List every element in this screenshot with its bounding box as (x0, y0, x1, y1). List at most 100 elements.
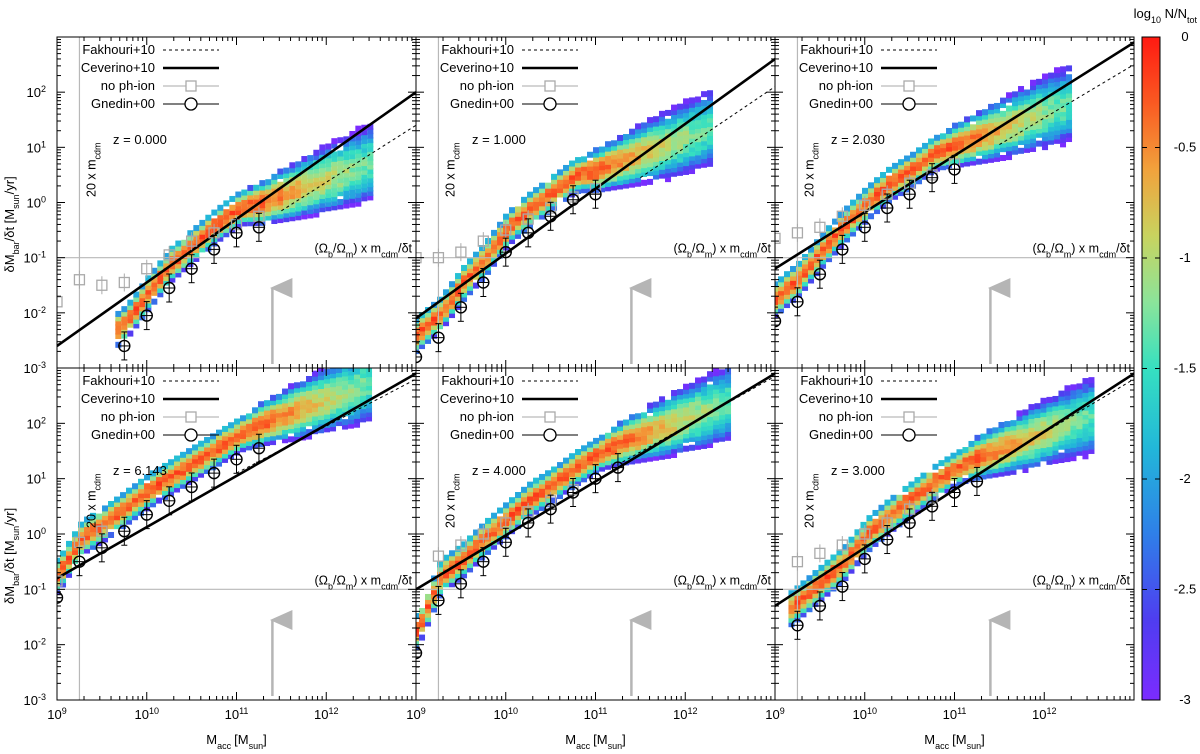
heatmap-cell (342, 388, 349, 395)
heatmap-cell (258, 432, 265, 439)
heatmap-cell (902, 494, 909, 501)
heatmap-cell (60, 581, 67, 588)
heatmap-cell (982, 135, 989, 142)
heatmap-cell (337, 190, 344, 197)
heatmap-cell (1054, 120, 1061, 127)
heatmap-cell (234, 418, 241, 425)
heatmap-cell (641, 438, 648, 445)
heatmap-cell (342, 423, 349, 430)
heatmap-cell (521, 196, 528, 203)
heatmap-cell (312, 406, 319, 413)
heatmap-cell (599, 164, 606, 171)
heatmap-cell (922, 156, 929, 163)
heatmap-cell (1018, 94, 1025, 101)
heatmap-cell (683, 414, 690, 421)
heatmap-cell (336, 384, 343, 391)
heatmap-cell (539, 187, 546, 194)
heatmap-cell (331, 164, 338, 171)
heatmap-cell (1036, 122, 1043, 129)
heatmap-cell (988, 148, 995, 155)
heatmap-cell (844, 232, 851, 239)
heatmap-cell (968, 440, 975, 447)
heatmap-cell (66, 545, 73, 552)
heatmap-cell (461, 545, 468, 552)
heatmap-cell (120, 505, 127, 512)
heatmap-cell (1058, 439, 1065, 446)
heatmap-cell (84, 543, 91, 550)
heatmap-cell (295, 187, 302, 194)
heatmap-cell (467, 562, 474, 569)
heatmap-cell (665, 127, 672, 134)
heatmap-cell (366, 415, 373, 422)
heatmap-cell (306, 433, 313, 440)
heatmap-cell (114, 496, 121, 503)
x-axis-title-part: sun (608, 741, 623, 751)
heatmap-cell (1030, 115, 1037, 122)
heatmap-cell (1054, 129, 1061, 136)
heatmap-cell (575, 183, 582, 190)
heatmap-cell (437, 318, 444, 325)
heatmap-cell (790, 266, 797, 273)
heatmap-cell (509, 501, 516, 508)
heatmap-cell (695, 386, 702, 393)
heatmap-cell (121, 314, 128, 321)
heatmap-cell (330, 398, 337, 405)
x-axis-title-part: M (206, 732, 217, 747)
heatmap-cell (976, 145, 983, 152)
heatmap-cell (491, 526, 498, 533)
heatmap-cell (1028, 435, 1035, 442)
heatmap-cell (288, 405, 295, 412)
heatmap-cell (938, 468, 945, 475)
heatmap-cell (360, 372, 367, 379)
heatmap-cell (862, 187, 869, 194)
heatmap-cell (659, 124, 666, 131)
heatmap-cell (138, 500, 145, 507)
heatmap-cell (461, 554, 468, 561)
heatmap-cell (1052, 453, 1059, 460)
legend-label: Gnedin+00 (91, 427, 155, 442)
heatmap-cell (193, 255, 200, 262)
heatmap-cell (1040, 397, 1047, 404)
heatmap-cell (473, 529, 480, 536)
heatmap-cell (1028, 404, 1035, 411)
horizontal-reference-label-part: cdm (381, 581, 398, 591)
heatmap-cell (581, 160, 588, 167)
heatmap-cell (677, 389, 684, 396)
heatmap-cell (240, 428, 247, 435)
heatmap-cell (204, 459, 211, 466)
heatmap-cell (324, 390, 331, 397)
heatmap-cell (992, 445, 999, 452)
panel-plot-area (57, 37, 416, 368)
heatmap-cell (635, 413, 642, 420)
heatmap-cell (683, 445, 690, 452)
y-tick-label-base: 10 (27, 196, 41, 211)
heatmap-cell (1046, 414, 1053, 421)
heatmap-cell (497, 534, 504, 541)
heatmap-cell (850, 230, 857, 237)
heatmap-cell (114, 509, 121, 516)
heatmap-cell (677, 130, 684, 137)
heatmap-cell (950, 452, 957, 459)
heatmap-cell (485, 246, 492, 253)
heatmap-cell (1076, 383, 1083, 390)
heatmap-cell (629, 436, 636, 443)
heatmap-cell (922, 142, 929, 149)
heatmap-cell (253, 193, 260, 200)
gnedin-point (454, 577, 468, 590)
vertical-reference-label-part: 20 x m (443, 159, 457, 197)
heatmap-cell (467, 557, 474, 564)
x-tick-label-base: 10 (853, 707, 867, 722)
heatmap-cell (647, 451, 654, 458)
heatmap-cell (473, 273, 480, 280)
heatmap-cell (575, 187, 582, 194)
heatmap-cell (1034, 451, 1041, 458)
heatmap-cell (283, 202, 290, 209)
heatmap-cell (1082, 413, 1089, 420)
gnedin-point (925, 171, 939, 184)
heatmap-cell (635, 180, 642, 187)
heatmap-cell (1016, 432, 1023, 439)
heatmap-cell (653, 410, 660, 417)
heatmap-cell (557, 178, 564, 185)
heatmap-cell (725, 421, 732, 428)
